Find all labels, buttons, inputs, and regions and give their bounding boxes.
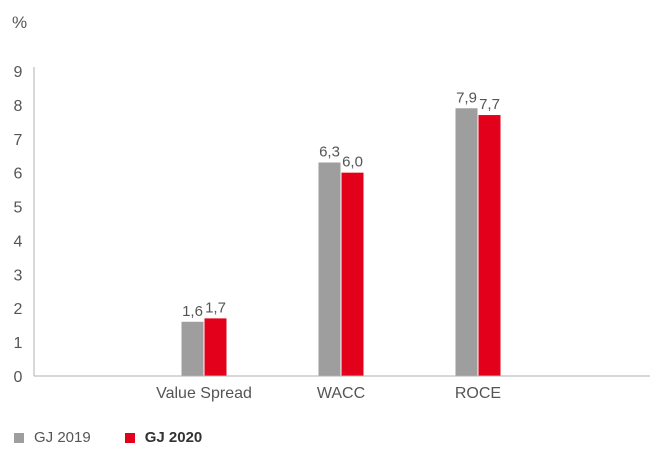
legend-label-gj-2020: GJ 2020 [144,429,203,446]
data-label: 7,7 [479,96,500,113]
unit-label: % [12,13,27,32]
y-tick-label: 6 [14,166,23,183]
data-label: 6,3 [319,144,340,161]
data-label: 1,6 [182,303,203,320]
legend-label-gj-2019: GJ 2019 [34,429,91,446]
bar-gj-2020-value-spread [204,318,227,376]
legend-swatch-gj-2019 [14,432,24,443]
y-tick-label: 4 [14,233,23,250]
y-tick-label: 9 [14,64,23,81]
y-axis: 0 1 2 3 4 5 6 7 8 9 [14,64,35,386]
data-label: 7,9 [456,89,477,106]
legend-item-gj-2019: GJ 2019 [14,429,91,446]
y-tick-label: 0 [14,369,23,386]
bar-gj-2019-value-spread [181,321,204,376]
legend: GJ 2019 GJ 2020 [14,429,236,446]
y-tick-label: 8 [14,98,23,115]
bar-gj-2019-wacc [318,162,341,376]
bar-gj-2020-roce [478,115,501,377]
x-tick-label: ROCE [455,385,501,402]
y-tick-label: 5 [14,200,23,217]
bar-gj-2019-roce [455,108,478,377]
data-label: 1,7 [205,299,226,316]
x-tick-label: Value Spread [156,385,252,402]
y-tick-label: 3 [14,267,23,284]
x-tick-label: WACC [317,385,365,402]
legend-item-gj-2020: GJ 2020 [124,429,203,446]
bar-gj-2020-wacc [341,172,364,376]
bars-group: 1,6 1,7 6,36,0 7,9 7,7 [181,89,501,377]
y-tick-label: 1 [14,335,23,352]
y-tick-label: 2 [14,301,23,318]
x-axis: Value Spread WACC ROCE [34,375,650,402]
y-tick-label: 7 [14,132,23,149]
legend-swatch-gj-2020 [124,432,135,443]
data-label: 6,0 [342,154,363,171]
